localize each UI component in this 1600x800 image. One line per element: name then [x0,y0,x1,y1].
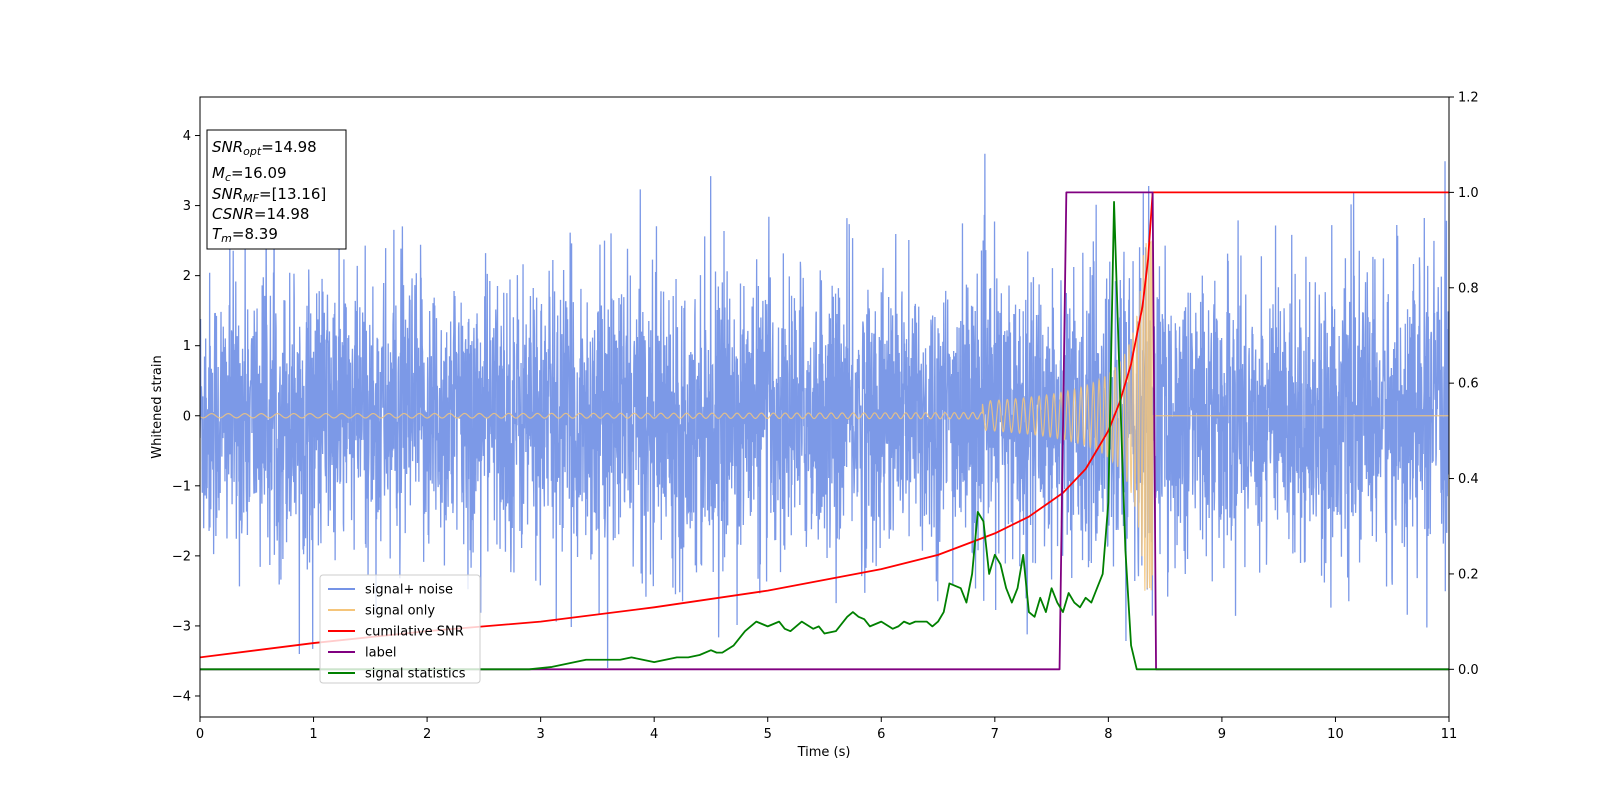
info-box: SNRopt=14.98 Mc=16.09SNRMF=[13.16]CSNR=14… [206,129,347,250]
info-box-frame [206,129,347,250]
info-line: Tm=8.39 [212,225,278,245]
x-tick-label: 3 [536,727,544,742]
info-line: SNRMF=[13.16] [212,185,326,205]
x-tick-label: 6 [877,727,885,742]
y2-tick-label: 0.8 [1458,281,1479,296]
x-tick-label: 9 [1218,727,1226,742]
info-line: CSNR=14.98 [212,205,309,223]
y-tick-label: 0 [183,409,191,424]
plot-frame [199,96,1450,718]
y2-tick-label: 0.4 [1458,472,1479,487]
legend-label: cumilative SNR [365,625,464,640]
x-tick-label: 1 [309,727,317,742]
y2-tick-label: 1.0 [1458,186,1479,201]
info-line: Mc=16.09 [212,164,287,184]
legend: signal+ noise signal only cumilative SNR la… [319,574,481,684]
x-tick-label: 8 [1104,727,1112,742]
x-tick-label: 2 [423,727,431,742]
y2-tick-label: 1.2 [1458,91,1479,106]
series-line-signal-only [200,240,1449,591]
y-tick-label: 2 [183,269,191,284]
legend-label: label [365,646,396,661]
x-tick-label: 0 [196,727,204,742]
x-tick-label: 5 [764,727,772,742]
legend-label: signal+ noise [365,583,453,598]
y-tick-label: 1 [183,339,191,354]
series-line-cumilative-snr [200,191,1449,659]
x-tick-label: 10 [1327,727,1344,742]
legend-label: signal statistics [365,667,466,682]
info-line: SNRopt=14.98 [212,138,317,158]
ticks-layer: 0 1 2 3 4 5 6 7 8 9 10 1143210−1−2−3−41.21.00.80.60… [172,91,1479,743]
x-tick-label: 11 [1441,727,1458,742]
y2-tick-label: 0.2 [1458,567,1479,582]
y-tick-label: −4 [172,689,191,704]
y-tick-label: −2 [172,549,191,564]
y-tick-label: −1 [172,479,191,494]
y-tick-label: −3 [172,619,191,634]
series-line-signal-noise [200,148,1449,668]
x-tick-label: 7 [991,727,999,742]
series-layer [200,148,1449,671]
x-axis-label: Time (s) [797,745,851,760]
series-line-signal-statistics [200,201,1449,671]
y-axis-label: Whitened strain [150,355,165,458]
legend-frame [319,574,481,684]
y-tick-label: 3 [183,199,191,214]
y2-tick-label: 0.0 [1458,663,1479,678]
x-tick-label: 4 [650,727,658,742]
y-tick-label: 4 [183,129,191,144]
y2-tick-label: 0.6 [1458,377,1479,392]
legend-label: signal only [365,604,435,619]
